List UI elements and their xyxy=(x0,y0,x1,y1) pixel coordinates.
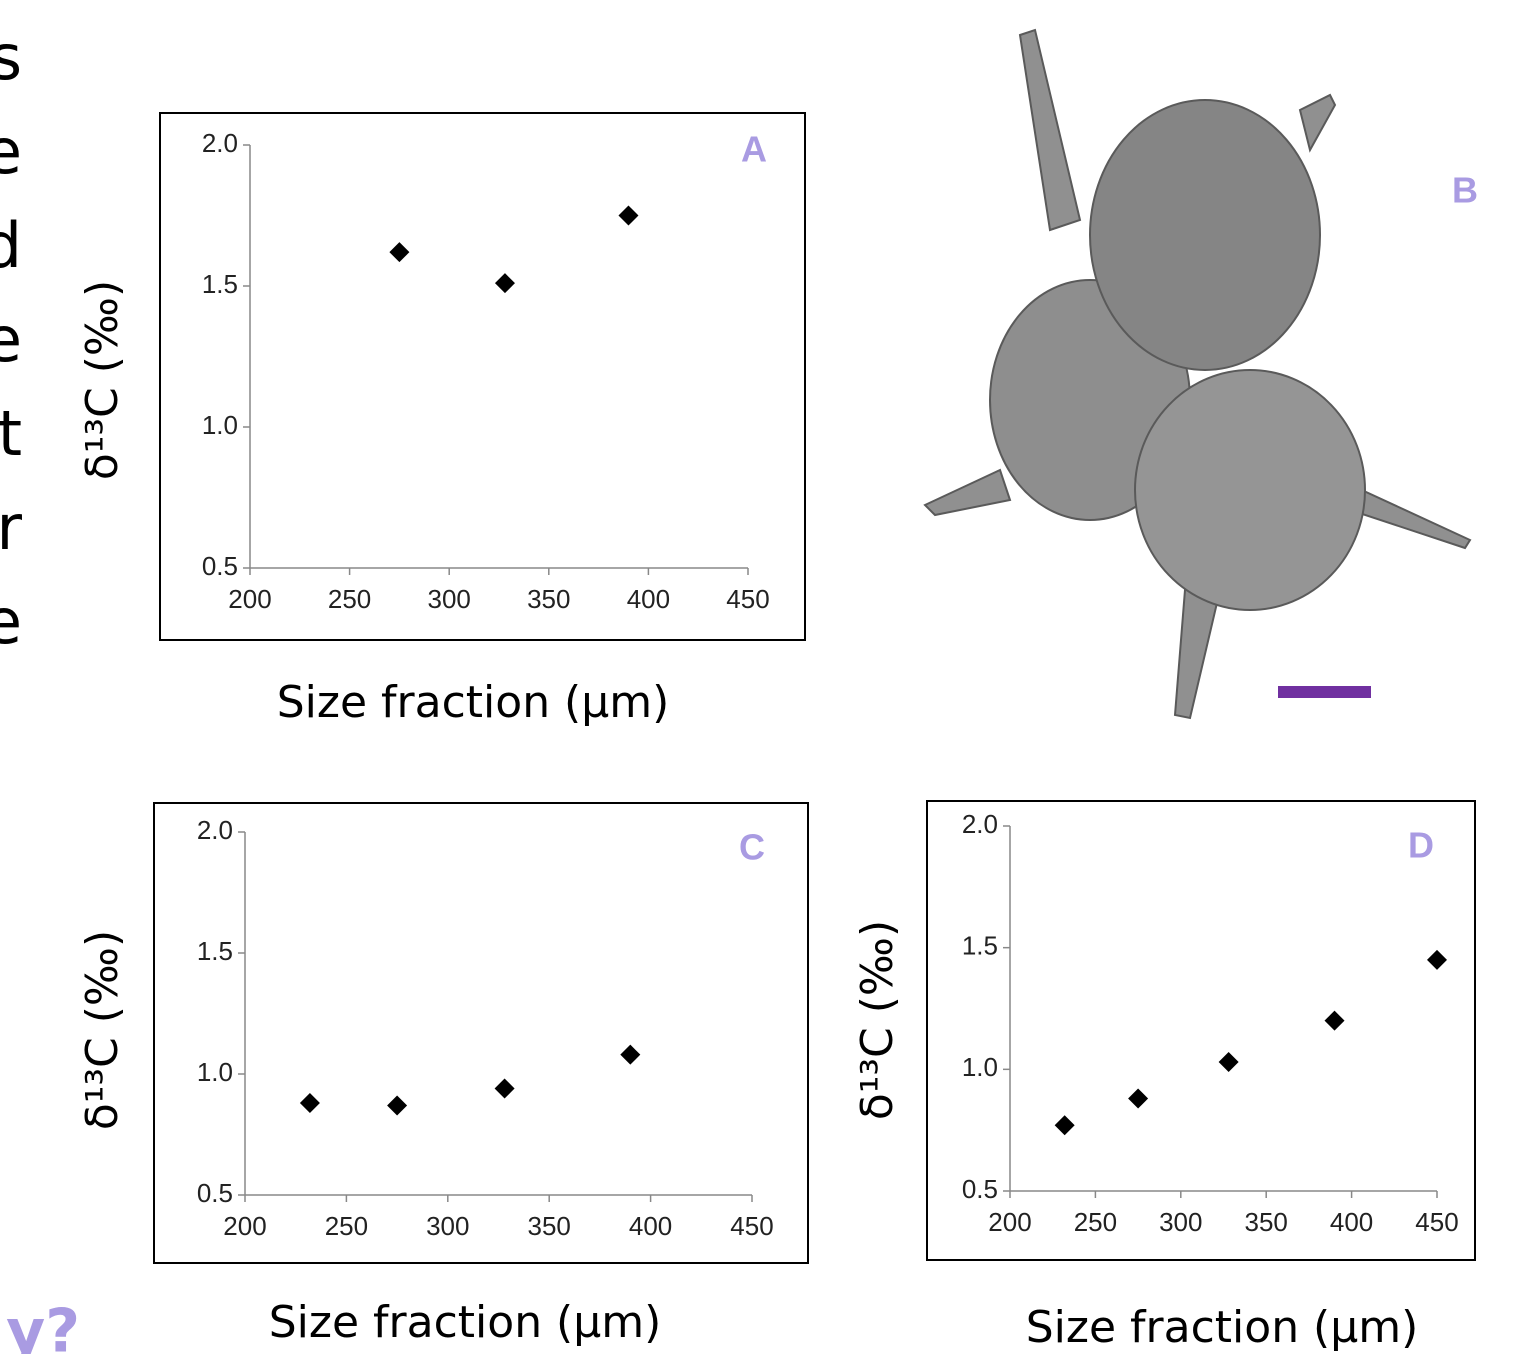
y-axis-label: δ¹³C (‰) xyxy=(77,280,128,480)
x-tick-label: 250 xyxy=(325,1211,368,1241)
panel-label: A xyxy=(741,129,767,170)
data-point xyxy=(620,1044,641,1065)
edge-question: y? xyxy=(6,1297,80,1354)
data-point xyxy=(494,1078,515,1099)
y-tick-label: 2.0 xyxy=(202,128,238,158)
edge-text: s xyxy=(0,21,22,94)
x-tick-label: 250 xyxy=(328,584,371,614)
chart-frame xyxy=(153,802,809,1264)
y-tick-label: 1.0 xyxy=(202,410,238,440)
panel-label: D xyxy=(1408,825,1434,866)
panel-label: C xyxy=(739,827,765,868)
x-tick-label: 350 xyxy=(1245,1207,1288,1237)
data-point xyxy=(1324,1010,1345,1031)
edge-text: e xyxy=(0,585,22,658)
data-point xyxy=(389,242,410,263)
x-tick-label: 200 xyxy=(223,1211,266,1241)
chart-frame xyxy=(926,800,1476,1261)
x-tick-label: 200 xyxy=(228,584,271,614)
x-tick-label: 200 xyxy=(988,1207,1031,1237)
x-axis-label: Size fraction (µm) xyxy=(277,677,670,728)
x-tick-label: 300 xyxy=(426,1211,469,1241)
y-tick-label: 1.0 xyxy=(197,1057,233,1087)
x-axis-label: Size fraction (µm) xyxy=(269,1297,662,1348)
edge-text: e xyxy=(0,303,22,376)
data-point xyxy=(1218,1052,1239,1073)
data-point xyxy=(1427,949,1447,970)
chart-frame xyxy=(159,112,806,641)
data-point xyxy=(1128,1088,1149,1109)
foram-image xyxy=(923,28,1472,720)
y-tick-label: 1.5 xyxy=(197,936,233,966)
data-point xyxy=(299,1093,320,1114)
y-tick-label: 0.5 xyxy=(197,1178,233,1208)
x-tick-label: 300 xyxy=(1159,1207,1202,1237)
y-tick-label: 2.0 xyxy=(197,815,233,845)
y-tick-label: 1.5 xyxy=(962,931,998,961)
edge-text: d xyxy=(0,209,22,282)
y-axis-label: δ¹³C (‰) xyxy=(77,930,128,1130)
y-tick-label: 1.5 xyxy=(202,269,238,299)
y-tick-label: 1.0 xyxy=(962,1052,998,1082)
scale-bar xyxy=(1278,686,1371,698)
data-point xyxy=(494,273,515,294)
x-axis-label: Size fraction (µm) xyxy=(1026,1302,1419,1353)
edge-text: r xyxy=(0,491,23,564)
data-point xyxy=(387,1095,408,1116)
x-tick-label: 250 xyxy=(1074,1207,1117,1237)
edge-text: t xyxy=(0,397,22,470)
x-tick-label: 400 xyxy=(629,1211,672,1241)
y-tick-label: 0.5 xyxy=(202,551,238,581)
y-axis-label: δ¹³C (‰) xyxy=(852,920,903,1120)
panel-label: B xyxy=(1452,170,1478,211)
y-tick-label: 2.0 xyxy=(962,809,998,839)
x-tick-label: 350 xyxy=(528,1211,571,1241)
x-tick-label: 450 xyxy=(726,584,769,614)
edge-text: e xyxy=(0,115,22,188)
data-point xyxy=(618,205,639,226)
x-tick-label: 400 xyxy=(627,584,670,614)
x-tick-label: 450 xyxy=(1415,1207,1458,1237)
x-tick-label: 350 xyxy=(527,584,570,614)
x-tick-label: 300 xyxy=(428,584,471,614)
x-tick-label: 400 xyxy=(1330,1207,1373,1237)
x-tick-label: 450 xyxy=(730,1211,773,1241)
y-tick-label: 0.5 xyxy=(962,1174,998,1204)
data-point xyxy=(1054,1115,1075,1136)
